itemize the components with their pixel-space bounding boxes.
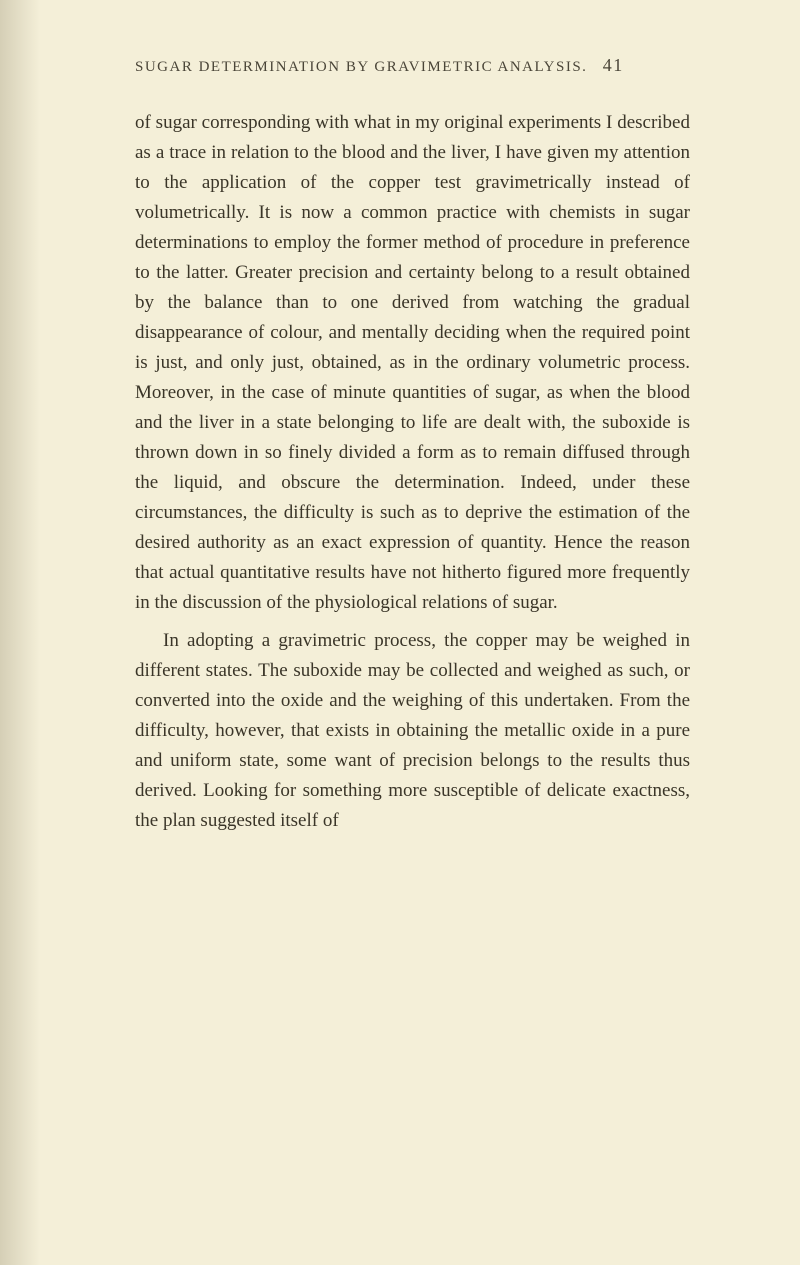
paragraph-2: In adopting a gravimetric process, the c…	[135, 626, 690, 836]
paragraph-2-text: In adopting a gravimetric process, the c…	[135, 630, 690, 831]
page-header: SUGAR DETERMINATION BY GRAVIMETRIC ANALY…	[135, 55, 690, 76]
header-title: SUGAR DETERMINATION BY GRAVIMETRIC ANALY…	[135, 59, 587, 75]
page-shadow	[0, 0, 40, 1265]
paragraph-1-text: of sugar corresponding with what in my o…	[135, 112, 690, 613]
page-number: 41	[603, 55, 624, 75]
paragraph-1: of sugar corresponding with what in my o…	[135, 108, 690, 618]
